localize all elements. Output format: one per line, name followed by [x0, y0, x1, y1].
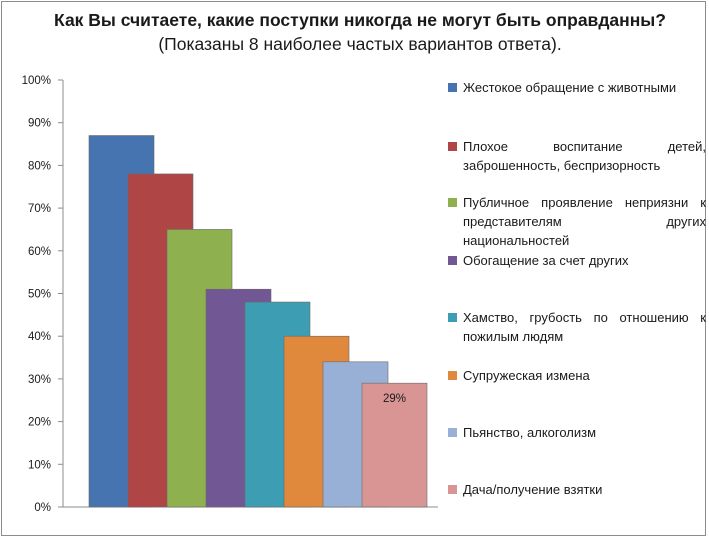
data-label: 29%	[383, 393, 406, 405]
legend-swatch	[448, 485, 457, 494]
y-tick-label: 50%	[28, 289, 51, 301]
legend-item: Дача/получение взятки	[448, 480, 706, 499]
legend-label: Пьянство, алкоголизм	[463, 425, 597, 440]
chart-title-normal: (Показаны 8 наиболее частых вариантов от…	[158, 34, 562, 54]
legend-label: Плохое воспитание детей, заброшенность, …	[463, 139, 706, 173]
y-tick-label: 80%	[28, 160, 51, 172]
legend-item: Жестокое обращение с животными	[448, 78, 706, 97]
legend-label: Публичное проявление неприязни к предста…	[463, 195, 706, 248]
legend-swatch	[448, 83, 457, 92]
legend-label: Хамство, грубость по отношению к пожилым…	[463, 310, 706, 344]
y-tick-label: 70%	[28, 203, 51, 215]
y-tick-label: 60%	[28, 246, 51, 258]
legend-label: Дача/получение взятки	[463, 482, 603, 497]
legend-item: Хамство, грубость по отношению к пожилым…	[448, 308, 706, 346]
bar	[361, 382, 428, 508]
chart-title: Как Вы считаете, какие поступки никогда …	[40, 8, 680, 56]
legend-label: Жестокое обращение с животными	[463, 80, 677, 95]
y-tick-label: 100%	[22, 75, 51, 87]
legend-swatch	[448, 428, 457, 437]
chart-title-bold: Как Вы считаете, какие поступки никогда …	[54, 10, 666, 30]
legend-swatch	[448, 142, 457, 151]
legend-item: Обогащение за счет других	[448, 251, 706, 270]
y-tick-label: 90%	[28, 118, 51, 130]
y-tick-label: 20%	[28, 417, 51, 429]
legend-swatch	[448, 256, 457, 265]
legend-swatch	[448, 371, 457, 380]
legend-item: Супружеская измена	[448, 366, 706, 385]
legend-item: Пьянство, алкоголизм	[448, 423, 706, 442]
legend-label: Супружеская измена	[463, 368, 590, 383]
legend-swatch	[448, 313, 457, 322]
legend-item: Плохое воспитание детей, заброшенность, …	[448, 137, 706, 175]
legend-label: Обогащение за счет других	[463, 253, 629, 268]
y-tick-label: 30%	[28, 374, 51, 386]
y-tick-label: 10%	[28, 459, 51, 471]
y-tick-label: 40%	[28, 331, 51, 343]
y-tick-label: 0%	[34, 502, 51, 514]
legend-swatch	[448, 198, 457, 207]
legend-item: Публичное проявление неприязни к предста…	[448, 193, 706, 250]
